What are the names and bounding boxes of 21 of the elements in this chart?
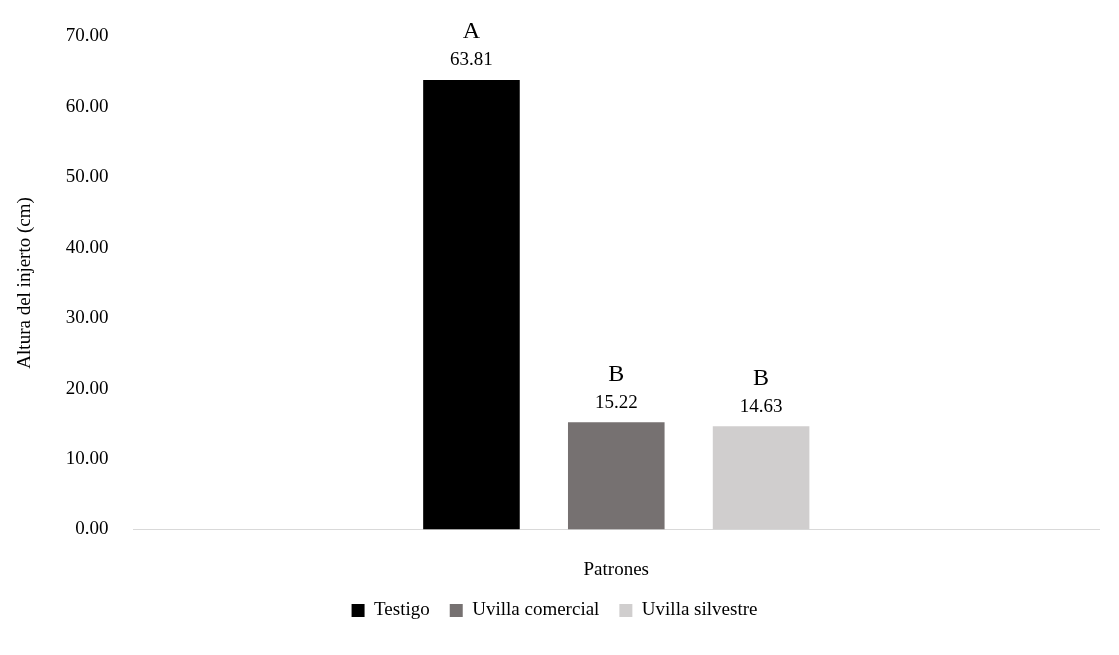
bar — [423, 80, 520, 530]
y-tick-label: 30.00 — [65, 306, 109, 328]
annotation: B — [608, 359, 625, 386]
data-label: 15.22 — [594, 390, 638, 412]
data-label: 14.63 — [739, 394, 783, 416]
y-tick-label: 60.00 — [65, 94, 109, 116]
legend-label: Uvilla silvestre — [641, 598, 758, 620]
bar — [567, 422, 665, 530]
annotation: A — [462, 17, 481, 44]
legend-label: Testigo — [374, 598, 430, 620]
y-tick-label: 10.00 — [65, 446, 109, 468]
y-tick-label: 40.00 — [65, 235, 109, 257]
data-label: 63.81 — [450, 48, 493, 70]
annotation: B — [753, 363, 770, 390]
y-tick-label: 70.00 — [65, 24, 109, 46]
legend-label: Uvilla comercial — [472, 598, 600, 620]
y-axis-title: Altura del injerto (cm) — [13, 197, 36, 369]
y-tick-label: 50.00 — [65, 165, 109, 187]
y-tick-label: 20.00 — [65, 376, 109, 398]
x-axis-title: Patrones — [583, 557, 649, 579]
y-tick-label: 0.00 — [75, 517, 109, 539]
